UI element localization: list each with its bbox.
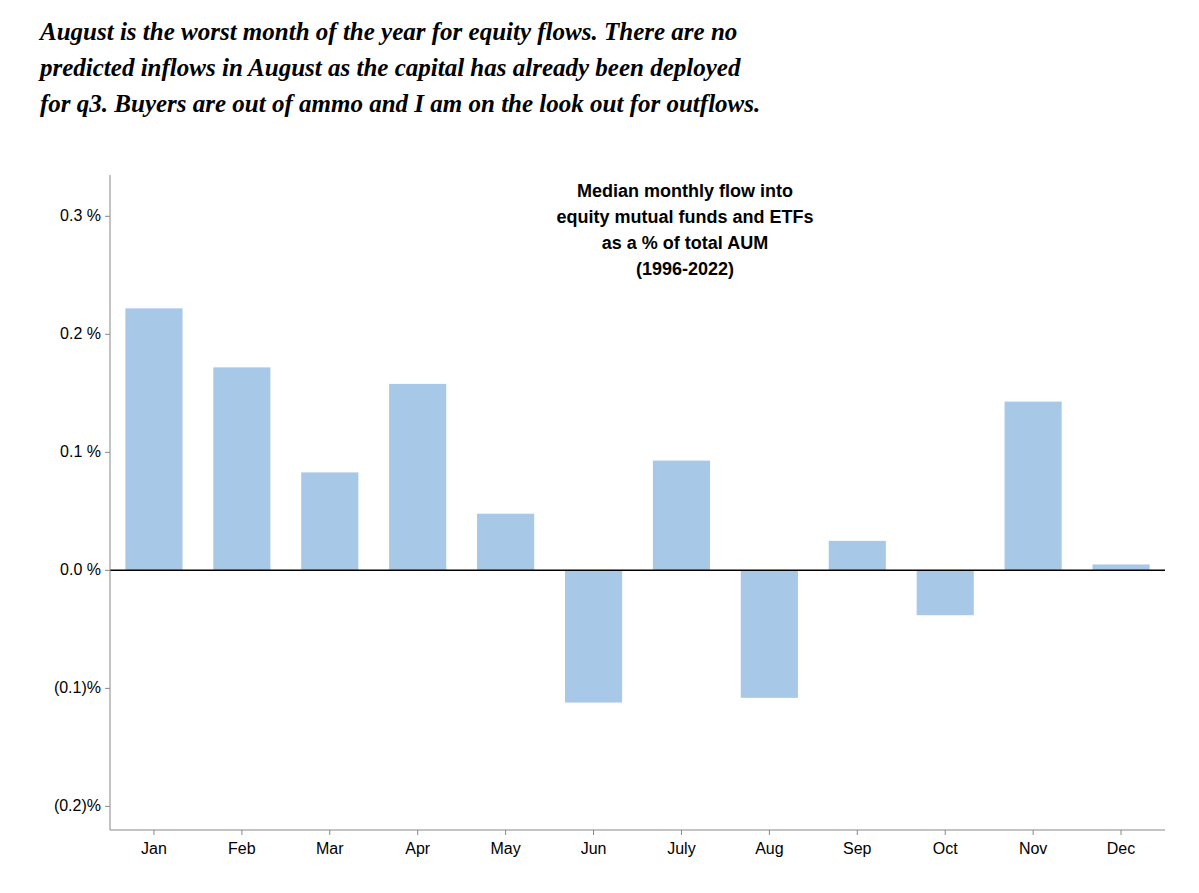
x-tick-label: Nov [1019, 840, 1047, 857]
x-tick [1033, 830, 1034, 835]
annotation-line: equity mutual funds and ETFs [556, 207, 813, 227]
x-tick [593, 830, 594, 835]
x-tick-label: May [491, 840, 521, 857]
x-tick [417, 830, 418, 835]
annotation-line: (1996-2022) [636, 259, 734, 279]
y-tick [105, 570, 110, 571]
x-tick [505, 830, 506, 835]
zero-line [110, 570, 1165, 572]
y-tick-label: 0.1 % [60, 443, 101, 460]
x-tick [681, 830, 682, 835]
bar [125, 308, 182, 570]
bar [829, 541, 886, 571]
y-tick-label: (0.2)% [54, 797, 101, 814]
y-tick-label: 0.0 % [60, 561, 101, 578]
bar [1005, 402, 1062, 571]
y-tick [105, 452, 110, 453]
chart-container: August is the worst month of the year fo… [0, 0, 1199, 893]
x-tick-label: Feb [228, 840, 256, 857]
x-tick-label: Apr [405, 840, 431, 857]
annotation-line: Median monthly flow into [577, 181, 793, 201]
y-tick [105, 806, 110, 807]
x-tick-label: Dec [1107, 840, 1135, 857]
y-tick-label: 0.3 % [60, 207, 101, 224]
bar [1092, 564, 1149, 570]
x-tick [1121, 830, 1122, 835]
title-line: August is the worst month of the year fo… [38, 18, 737, 45]
bar [213, 367, 270, 570]
y-tick [105, 216, 110, 217]
y-tick [105, 688, 110, 689]
x-axis-line [110, 830, 1165, 831]
x-tick-label: Sep [843, 840, 872, 857]
title: August is the worst month of the year fo… [38, 18, 760, 117]
annotation: Median monthly flow into equity mutual fu… [556, 181, 813, 279]
x-tick-label: Aug [755, 840, 783, 857]
x-tick [945, 830, 946, 835]
y-tick-label: 0.2 % [60, 325, 101, 342]
bar [741, 570, 798, 697]
bar [653, 461, 710, 571]
x-tick [769, 830, 770, 835]
y-tick [105, 334, 110, 335]
bar [477, 514, 534, 571]
x-tick [153, 830, 154, 835]
title-line: predicted inflows in August as the capit… [38, 54, 741, 81]
title-line: for q3. Buyers are out of ammo and I am … [40, 90, 760, 117]
y-axis-line [110, 175, 111, 830]
chart-svg: August is the worst month of the year fo… [0, 0, 1199, 893]
x-tick-label: Mar [316, 840, 344, 857]
bar [389, 384, 446, 570]
x-tick [857, 830, 858, 835]
x-tick-label: Jan [141, 840, 167, 857]
x-tick [329, 830, 330, 835]
x-tick [241, 830, 242, 835]
x-tick-label: Oct [933, 840, 958, 857]
x-tick-label: Jun [581, 840, 607, 857]
bar [565, 570, 622, 702]
x-tick-label: July [667, 840, 695, 857]
y-tick-label: (0.1)% [54, 679, 101, 696]
bars [125, 308, 1149, 702]
bar [917, 570, 974, 615]
bar [301, 472, 358, 570]
annotation-line: as a % of total AUM [602, 233, 768, 253]
